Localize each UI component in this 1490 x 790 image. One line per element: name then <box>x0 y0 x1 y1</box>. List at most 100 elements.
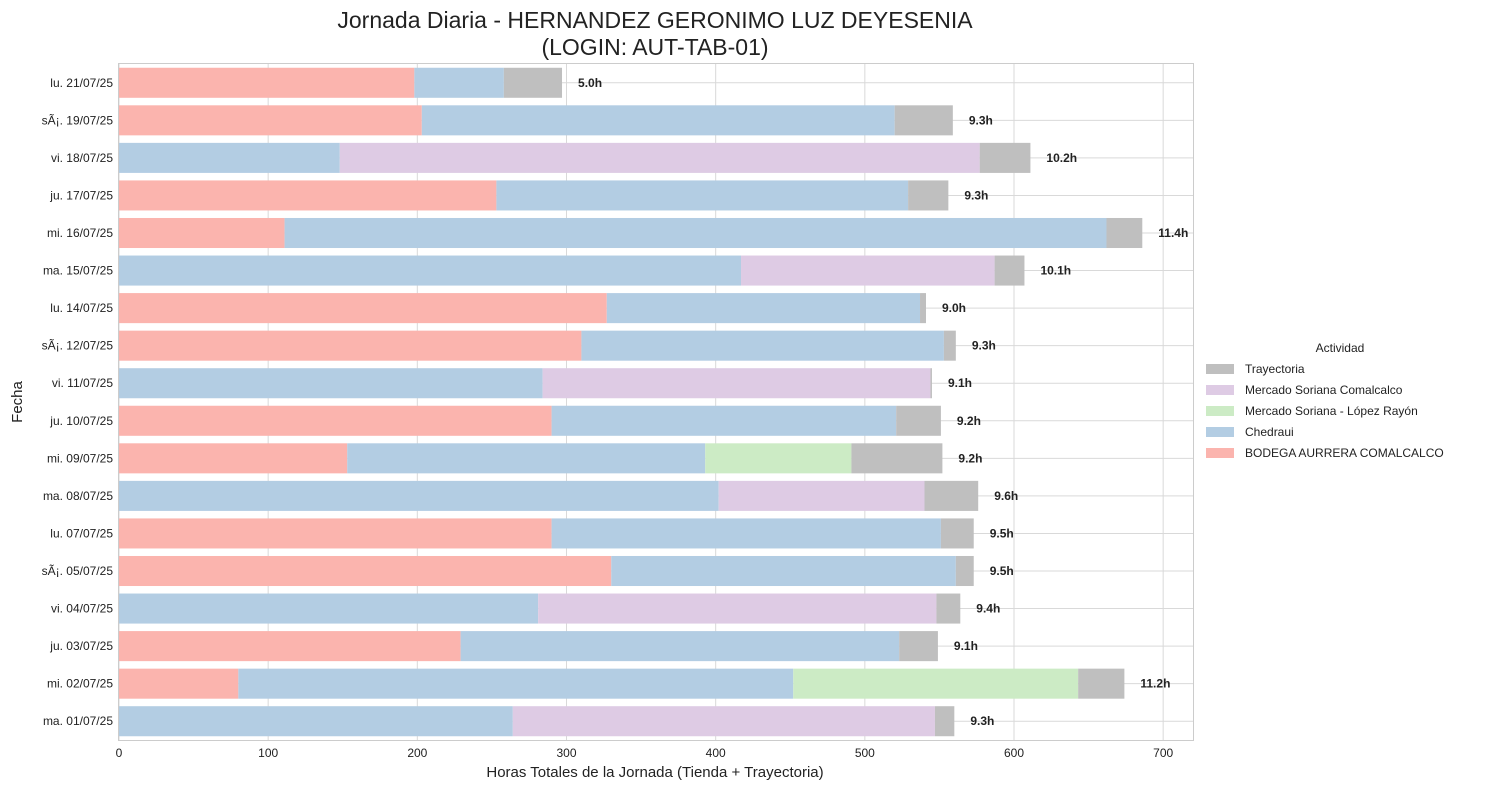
x-tick-label: 300 <box>556 746 576 760</box>
legend-entry: BODEGA AURRERA COMALCALCO <box>1245 446 1444 460</box>
bar-total-label: 9.6h <box>994 489 1018 503</box>
bar-total-label: 9.3h <box>970 714 994 728</box>
y-axis-label: Fecha <box>9 381 26 423</box>
bar-total-label: 5.0h <box>578 76 602 90</box>
y-tick-label: ma. 01/07/25 <box>43 714 113 728</box>
bar-segment <box>339 142 980 173</box>
bar-segment <box>119 142 340 173</box>
legend-swatch <box>1206 364 1234 374</box>
bar-total-label: 9.1h <box>948 376 972 390</box>
y-tick-labels: lu. 21/07/25 sÃ¡. 19/07/25 vi. 18/07/25 ju.… <box>42 76 114 728</box>
bar-segment <box>793 668 1079 699</box>
y-tick-label: sÃ¡. 12/07/25 <box>42 339 114 353</box>
bar-segment <box>1078 668 1125 699</box>
bar-segment <box>119 105 422 136</box>
bar-segment <box>119 405 552 436</box>
y-tick-label: sÃ¡. 05/07/25 <box>42 564 114 578</box>
y-tick-label: ma. 08/07/25 <box>43 489 113 503</box>
bar-segment <box>936 593 961 624</box>
legend-entry: Chedraui <box>1245 425 1294 439</box>
x-tick-label: 400 <box>706 746 726 760</box>
y-tick-label: lu. 21/07/25 <box>50 76 113 90</box>
bar-segment <box>979 142 1031 173</box>
bar-segment <box>1106 217 1143 249</box>
bar-total-label: 10.1h <box>1040 264 1071 278</box>
bar-total-label: 9.1h <box>954 639 978 653</box>
x-tick-labels: 0 100 200 300 400 500 600 700 <box>116 746 1174 760</box>
bar-segment <box>896 405 941 436</box>
bar-segment <box>551 518 941 549</box>
bar-segment <box>934 706 955 737</box>
bar-segment <box>718 480 925 511</box>
legend-entry: Mercado Soriana - López Rayón <box>1245 404 1418 418</box>
y-tick-label: ju. 10/07/25 <box>49 414 113 428</box>
legend-title: Actividad <box>1316 341 1365 355</box>
bar-segment <box>119 593 539 624</box>
bar-total-label: 9.4h <box>976 602 1000 616</box>
bar-segment <box>741 255 995 286</box>
x-tick-label: 0 <box>116 746 123 760</box>
bar-total-label: 9.0h <box>942 301 966 315</box>
legend-swatch <box>1206 448 1234 458</box>
bar-segment <box>924 480 979 511</box>
legend-swatch <box>1206 385 1234 395</box>
bar-segment <box>943 330 956 361</box>
bar-segment <box>119 668 239 699</box>
bar-segment <box>930 368 932 399</box>
bar-segment <box>119 330 582 361</box>
x-tick-label: 100 <box>258 746 278 760</box>
bar-segment <box>119 631 461 662</box>
bar-segment <box>606 293 921 324</box>
bar-segment <box>551 405 897 436</box>
bar-segment <box>705 443 852 474</box>
bar-segment <box>119 368 543 399</box>
bar-segment <box>955 555 974 587</box>
x-axis-label: Horas Totales de la Jornada (Tienda + Tr… <box>486 764 823 781</box>
bar-total-label: 11.4h <box>1158 226 1188 240</box>
x-tick-label: 200 <box>407 746 427 760</box>
bar-total-label: 9.5h <box>990 526 1014 540</box>
legend-swatch <box>1206 406 1234 416</box>
bar-segment <box>119 443 348 474</box>
y-tick-label: vi. 11/07/25 <box>52 376 113 390</box>
legend: Actividad Trayectoria Mercado Soriana Com… <box>1206 341 1444 460</box>
y-tick-label: vi. 18/07/25 <box>51 151 113 165</box>
y-tick-label: mi. 02/07/25 <box>47 677 113 691</box>
bar-total-label: 9.3h <box>969 113 993 127</box>
bar-segment <box>940 518 974 549</box>
y-tick-label: vi. 04/07/25 <box>51 602 113 616</box>
bar-segment <box>284 217 1107 249</box>
y-tick-label: lu. 07/07/25 <box>50 526 113 540</box>
bar-segment <box>899 631 938 662</box>
bar-segment <box>611 555 956 587</box>
bar-segment <box>512 706 935 737</box>
legend-entry: Trayectoria <box>1245 362 1305 376</box>
plot-frame <box>118 63 1194 741</box>
bar-segment <box>347 443 706 474</box>
bar-segment <box>581 330 944 361</box>
bar-total-label: 9.5h <box>990 564 1014 578</box>
bar-segment <box>538 593 937 624</box>
bar-segment <box>119 706 513 737</box>
bar-segment <box>119 480 719 511</box>
bar-total-label: 9.3h <box>964 188 988 202</box>
bar-segment <box>994 255 1025 286</box>
bar-segment <box>119 518 552 549</box>
bar-segment <box>119 555 612 587</box>
bar-segment <box>496 180 909 211</box>
bar-segment <box>503 67 563 98</box>
bar-segment <box>460 631 900 662</box>
bar-segment <box>238 668 794 699</box>
bar-segment <box>414 67 504 98</box>
bar-total-label: 10.2h <box>1046 151 1077 165</box>
bar-segment <box>542 368 931 399</box>
y-tick-label: mi. 09/07/25 <box>47 451 113 465</box>
x-tick-label: 600 <box>1004 746 1024 760</box>
chart-subtitle: (LOGIN: AUT-TAB-01) <box>541 34 768 60</box>
bar-total-label: 9.2h <box>958 451 982 465</box>
bar-segment <box>908 180 949 211</box>
y-tick-label: lu. 14/07/25 <box>50 301 113 315</box>
bar-segment <box>119 255 742 286</box>
